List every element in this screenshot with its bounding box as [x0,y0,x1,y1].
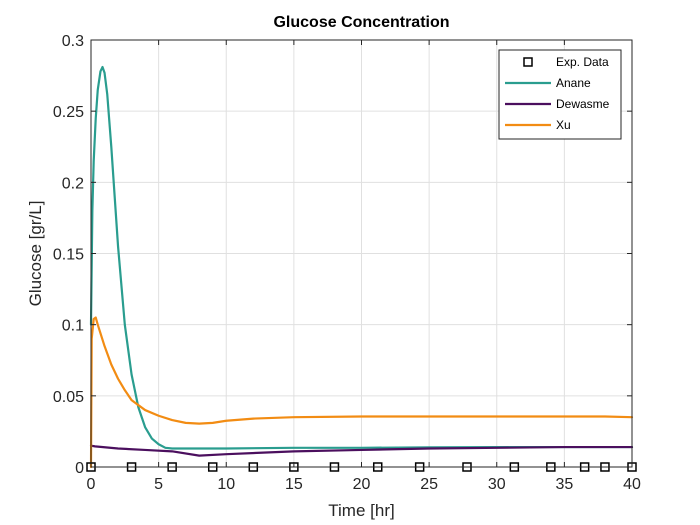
y-tick-label: 0.1 [62,318,84,335]
x-tick-label: 5 [154,476,163,493]
y-axis-label: Glucose [gr/L] [26,201,45,307]
series-line-xu [89,316,634,469]
x-tick-label: 10 [217,476,235,493]
x-tick-label: 35 [555,476,573,493]
x-axis-label: Time [hr] [328,501,394,520]
series-line-anane [89,65,634,450]
y-tick-label: 0.25 [53,104,84,121]
y-tick-label: 0 [75,460,84,477]
y-tick-label: 0.15 [53,247,84,264]
x-tick-label: 0 [87,476,96,493]
series-line-dewasme [89,444,634,457]
legend-label-xu: Xu [556,118,571,132]
legend-swatch-exp-data [523,57,533,67]
x-tick-label: 20 [353,476,371,493]
y-tick-label: 0.05 [53,389,84,406]
legend-label-anane: Anane [556,76,591,90]
x-tick-label: 30 [488,476,506,493]
x-tick-label: 25 [420,476,438,493]
legend-label-exp-data: Exp. Data [556,55,609,69]
legend: Exp. Data Anane Dewasme Xu [498,49,622,140]
legend-label-dewasme: Dewasme [556,97,610,111]
y-tick-label: 0.3 [62,33,84,50]
chart-title: Glucose Concentration [273,14,449,31]
y-tick-label: 0.2 [62,175,84,192]
grid [91,40,632,467]
x-tick-label: 15 [285,476,303,493]
ticks: 0 5 10 15 20 25 30 35 40 0 0.05 0.1 0.15 0.2 0.25 0.3 [53,33,641,493]
x-tick-label: 40 [623,476,641,493]
